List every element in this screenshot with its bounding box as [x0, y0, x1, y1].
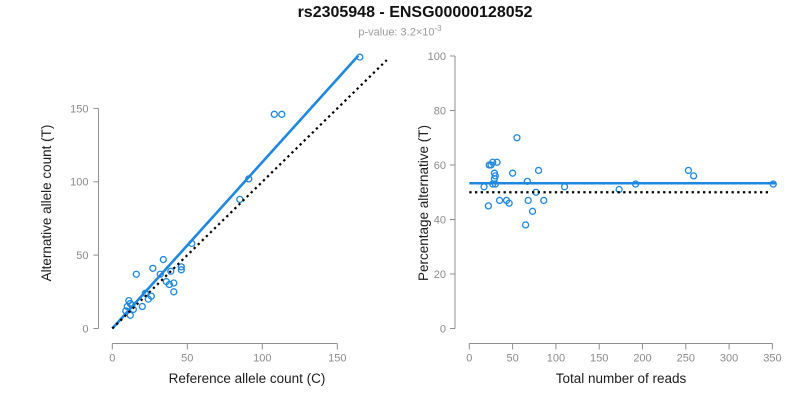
right-data-point [489, 158, 497, 166]
right-y-tick-label: 100 [428, 51, 446, 63]
left-data-point [126, 311, 134, 319]
right-y-tick-label: 0 [440, 323, 446, 335]
left-y-axis-title: Alternative allele count (T) [39, 124, 54, 282]
left-data-point [138, 302, 146, 311]
right-x-tick-label: 150 [590, 353, 608, 365]
right-x-tick-label: 0 [466, 353, 472, 365]
left-data-point [149, 264, 157, 273]
right-data-point [505, 199, 513, 207]
left-data-point [159, 255, 167, 264]
right-y-axis-title: Percentage alternative (T) [416, 124, 431, 282]
left-data-point [170, 279, 178, 287]
right-x-axis-title: Total number of reads [555, 371, 687, 386]
fit-line [111, 54, 360, 330]
left-x-tick-label: 100 [253, 353, 271, 365]
right-data-point [534, 166, 543, 175]
right-data-point [513, 134, 521, 142]
left-data-point [177, 263, 185, 271]
left-data-point [147, 292, 155, 300]
right-x-tick-label: 350 [763, 353, 781, 365]
right-y-tick-label: 80 [434, 105, 446, 117]
right-data-point [480, 183, 488, 191]
left-data-point [278, 110, 286, 118]
right-data-point [521, 221, 530, 229]
pvalue-text: p-value: 3.2×10 [358, 26, 435, 39]
right-data-point [493, 158, 501, 166]
left-y-tick-label: 0 [82, 323, 88, 335]
identity-line [111, 59, 388, 330]
pvalue-exponent: -3 [434, 24, 442, 33]
left-y-tick-label: 100 [70, 177, 88, 189]
left-x-tick-label: 150 [328, 353, 346, 365]
left-data-point [165, 280, 173, 289]
right-x-tick-label: 300 [720, 353, 738, 365]
left-x-tick-label: 0 [109, 353, 115, 365]
right-data-point [495, 196, 504, 205]
right-data-point [491, 172, 499, 180]
right-y-tick-label: 40 [434, 214, 446, 226]
left-y-tick-label: 50 [76, 250, 88, 262]
left-data-point [270, 110, 278, 118]
figure-subtitle: p-value: 3.2×10-3 [0, 24, 800, 39]
left-data-point [156, 270, 164, 278]
right-x-tick-label: 250 [677, 353, 695, 365]
right-data-point [684, 166, 693, 175]
left-x-axis-title: Reference allele count (C) [168, 371, 326, 386]
right-data-point [560, 183, 569, 191]
left-x-tick-label: 50 [181, 353, 193, 365]
right-data-point [540, 196, 548, 205]
right-data-point [689, 172, 698, 180]
right-y-tick-label: 60 [434, 160, 446, 172]
right-y-tick-label: 20 [434, 269, 446, 281]
left-data-point [132, 270, 140, 278]
figure-title: rs2305948 - ENSG00000128052 [297, 4, 533, 21]
right-data-point [508, 169, 517, 177]
right-x-tick-label: 200 [633, 353, 651, 365]
left-data-point [177, 266, 185, 274]
left-data-point [167, 267, 175, 275]
right-data-point [528, 207, 537, 215]
right-data-point [524, 196, 532, 205]
left-y-tick-label: 150 [70, 103, 88, 115]
right-x-tick-label: 50 [506, 353, 518, 365]
left-data-point [170, 288, 178, 296]
right-data-point [484, 202, 493, 210]
right-x-tick-label: 100 [547, 353, 565, 365]
left-data-point [236, 195, 244, 204]
